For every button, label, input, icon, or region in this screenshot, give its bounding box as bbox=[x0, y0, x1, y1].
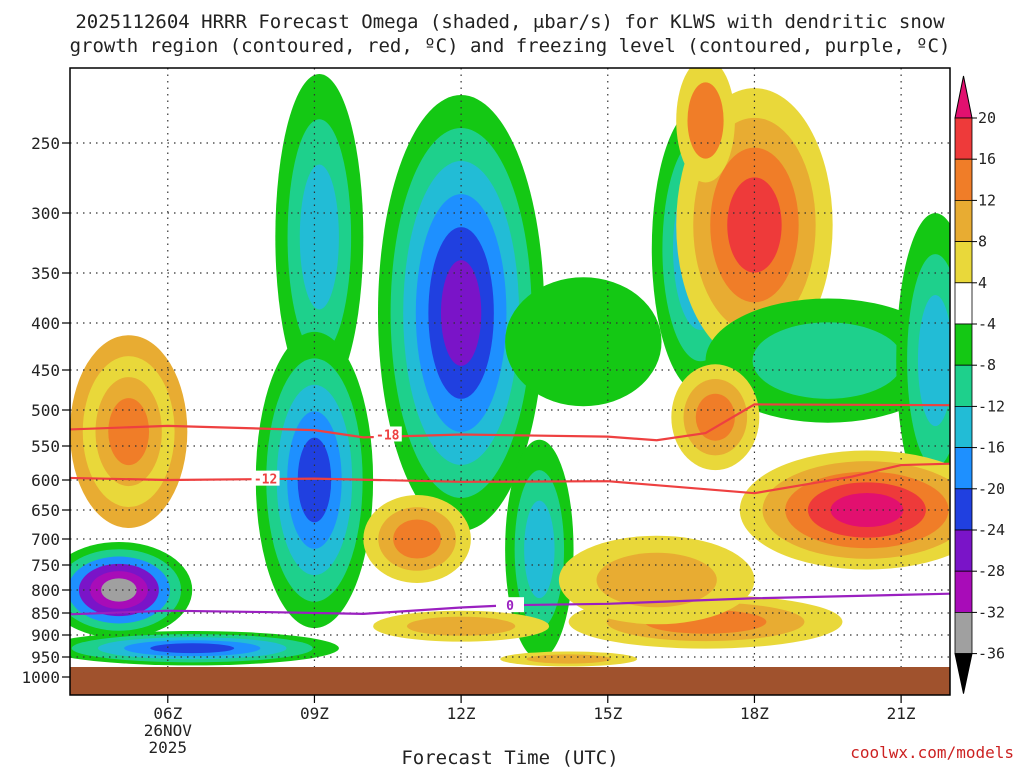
colorbar-label-2: 12 bbox=[978, 191, 996, 209]
chart-title-line-2: growth region (contoured, red, ºC) and f… bbox=[70, 35, 951, 57]
y-tick-label-750: 750 bbox=[31, 556, 60, 575]
y-tick-label-250: 250 bbox=[31, 134, 60, 153]
colorbar-segment-13 bbox=[954, 612, 973, 655]
colorbar-top-arrow bbox=[954, 75, 973, 119]
dgz-contour-minus12 bbox=[69, 462, 951, 495]
y-tick-label-350: 350 bbox=[31, 264, 60, 283]
omega-region-13-level-2 bbox=[917, 295, 950, 427]
colorbar-label-5: -4 bbox=[978, 315, 996, 333]
colorbar-label-8: -16 bbox=[978, 439, 1005, 457]
x-tick-date: 26NOV bbox=[144, 721, 193, 740]
colorbar-label-6: -8 bbox=[978, 356, 996, 374]
plot-frame bbox=[69, 67, 951, 696]
colorbar-segment-12 bbox=[954, 570, 973, 613]
y-tick-label-700: 700 bbox=[31, 530, 60, 549]
chart-title-line-1: 2025112604 HRRR Forecast Omega (shaded, … bbox=[75, 11, 945, 33]
y-tick-label-300: 300 bbox=[31, 204, 60, 223]
colorbar: 20 16 12 8 4 -4 -8 -12 -16 -20 -24 -28 -32 -36 bbox=[954, 75, 1005, 694]
omega-region-3-level-2 bbox=[299, 164, 339, 310]
colorbar-segment-11 bbox=[954, 529, 973, 572]
omega-region-14-level-2 bbox=[695, 393, 735, 441]
temperature-contours: -18 -12 0 bbox=[69, 403, 951, 616]
omega-region-7-level-2 bbox=[524, 500, 555, 599]
freezing-level-contour bbox=[69, 592, 951, 616]
colorbar-bottom-arrow bbox=[954, 653, 973, 694]
colorbar-segment-9 bbox=[954, 447, 973, 490]
colorbar-label-0: 20 bbox=[978, 109, 996, 127]
colorbar-segment-1 bbox=[954, 117, 973, 160]
omega-region-8-level-0 bbox=[505, 277, 662, 407]
omega-shading bbox=[70, 68, 950, 695]
dgz-contour-minus12-label-bg bbox=[251, 470, 280, 486]
colorbar-label-12: -32 bbox=[978, 603, 1005, 621]
y-tick-label-550: 550 bbox=[31, 437, 60, 456]
x-tick-label-18Z: 18Z bbox=[740, 704, 769, 723]
colorbar-segment-7 bbox=[954, 364, 973, 407]
colorbar-segment-2 bbox=[954, 158, 973, 201]
x-tick-year: 2025 bbox=[149, 738, 188, 757]
y-tick-label-600: 600 bbox=[31, 471, 60, 490]
y-tick-label-650: 650 bbox=[31, 501, 60, 520]
dgz-contour-minus18-label: -18 bbox=[376, 428, 400, 443]
omega-region-17-level-1 bbox=[406, 616, 516, 636]
omega-region-18-level-1 bbox=[596, 552, 717, 608]
terrain-band bbox=[70, 667, 950, 695]
colorbar-label-4: 4 bbox=[978, 274, 987, 292]
y-tick-label-500: 500 bbox=[31, 401, 60, 420]
omega-region-4-level-4 bbox=[297, 437, 332, 523]
colorbar-segment-4 bbox=[954, 241, 973, 284]
dgz-contour-minus12-label: -12 bbox=[254, 473, 277, 488]
colorbar-label-3: 8 bbox=[978, 233, 987, 251]
omega-region-12-level-1 bbox=[752, 322, 903, 399]
freezing-level-contour-label-bg bbox=[496, 597, 524, 613]
colorbar-label-7: -12 bbox=[978, 397, 1005, 415]
y-tick-label-400: 400 bbox=[31, 314, 60, 333]
omega-region-6-level-2 bbox=[393, 519, 442, 559]
freezing-level-contour-label: 0 bbox=[506, 599, 514, 614]
pressure-axis: 250 300 350 400 450 500 550 600 650 700 750 800 850 9… bbox=[21, 134, 70, 687]
credit-text: coolwx.com/models bbox=[850, 743, 1014, 762]
colorbar-label-11: -28 bbox=[978, 562, 1005, 580]
omega-region-0-level-3 bbox=[108, 398, 150, 466]
y-tick-label-900: 900 bbox=[31, 626, 60, 645]
colorbar-segment-3 bbox=[954, 199, 973, 242]
colorbar-segment-6 bbox=[954, 323, 973, 366]
colorbar-segment-5 bbox=[954, 282, 973, 325]
colorbar-label-9: -20 bbox=[978, 480, 1005, 498]
omega-region-15-level-4 bbox=[830, 493, 904, 527]
colorbar-label-1: 16 bbox=[978, 150, 996, 168]
colorbar-segment-10 bbox=[954, 488, 973, 531]
y-tick-label-850: 850 bbox=[31, 604, 60, 623]
colorbar-segment-8 bbox=[954, 405, 973, 448]
y-tick-label-950: 950 bbox=[31, 648, 60, 667]
colorbar-label-13: -36 bbox=[978, 645, 1005, 663]
omega-region-2-level-4 bbox=[150, 643, 235, 654]
x-tick-label-12Z: 12Z bbox=[447, 704, 476, 723]
omega-region-19-level-1 bbox=[526, 654, 611, 664]
y-tick-label-1000: 1000 bbox=[21, 668, 60, 687]
colorbar-label-10: -24 bbox=[978, 521, 1005, 539]
y-tick-label-450: 450 bbox=[31, 361, 60, 380]
dgz-contour-minus18 bbox=[69, 403, 951, 442]
dgz-contour-minus18-label-bg bbox=[373, 426, 402, 442]
omega-region-1-level-5 bbox=[101, 578, 137, 602]
omega-region-5-level-5 bbox=[440, 260, 482, 366]
x-tick-label-06Z: 06Z bbox=[153, 704, 182, 723]
x-tick-label-15Z: 15Z bbox=[593, 704, 622, 723]
x-tick-label-21Z: 21Z bbox=[887, 704, 916, 723]
x-axis-label: Forecast Time (UTC) bbox=[401, 747, 618, 768]
x-tick-label-09Z: 09Z bbox=[300, 704, 329, 723]
grid-lines bbox=[70, 68, 950, 667]
y-tick-label-800: 800 bbox=[31, 581, 60, 600]
omega-region-11-level-1 bbox=[687, 82, 724, 159]
